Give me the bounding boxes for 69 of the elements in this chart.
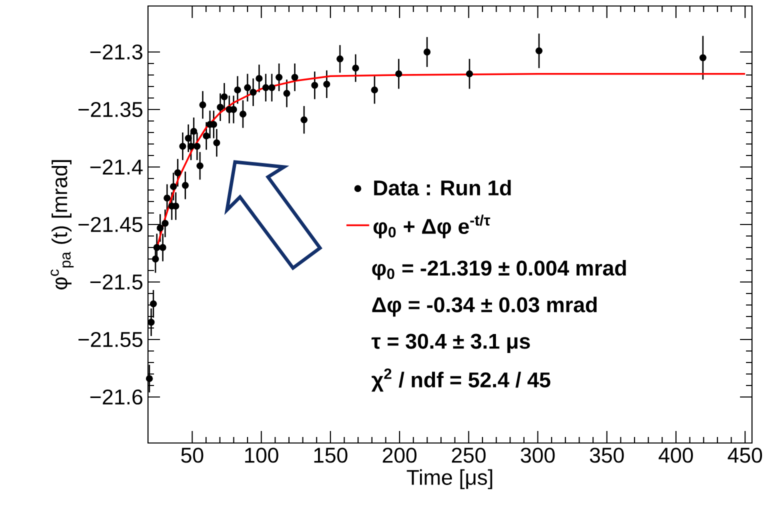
y-tick-label: −21.35	[78, 102, 142, 118]
x-tick-label: 400	[658, 448, 693, 463]
x-tick-label: 300	[520, 448, 555, 463]
point	[202, 132, 210, 140]
point	[170, 183, 177, 190]
point	[152, 256, 159, 262]
point	[150, 300, 157, 308]
point	[162, 220, 169, 227]
point	[699, 54, 706, 62]
point	[234, 86, 242, 94]
x-tick-label: 350	[590, 448, 624, 463]
point	[230, 106, 238, 113]
y-tick-label: −21.4	[90, 160, 143, 174]
y-tick-label: −21.55	[78, 332, 142, 348]
point	[220, 93, 228, 100]
point	[196, 162, 204, 170]
x-tick-label: 50	[181, 448, 204, 463]
x-tick-label: 250	[452, 448, 486, 463]
point	[179, 142, 186, 150]
point	[311, 82, 318, 89]
point	[199, 101, 206, 108]
y-axis-title: φ$^{c}$$_{pa}$ (t) [mrad]	[50, 160, 74, 290]
x-tick-label: 450	[728, 448, 762, 463]
point	[262, 84, 270, 92]
point	[395, 70, 402, 78]
annotation: χ$^{2}$ / ndf = 52.4 / 45	[371, 368, 550, 392]
y-tick-label: −21.5	[90, 274, 142, 290]
point	[536, 47, 542, 54]
point	[188, 142, 194, 150]
point	[256, 74, 263, 82]
y-tick-label: −21.45	[78, 216, 142, 232]
annotation: Δφ = -0.34 ± 0.03 mrad	[372, 296, 597, 317]
point	[371, 86, 378, 94]
point	[323, 80, 330, 88]
point	[336, 55, 344, 62]
point	[216, 104, 224, 111]
point	[190, 128, 198, 135]
point	[283, 90, 290, 97]
point	[194, 142, 201, 150]
point	[268, 84, 276, 92]
x-tick-label: 200	[382, 448, 416, 463]
point	[146, 375, 153, 382]
point	[174, 169, 182, 176]
legend-label: φ$_{0}$ + Δφ e$^{-t/τ}$	[374, 214, 490, 238]
point	[239, 110, 246, 118]
point	[213, 139, 220, 146]
x-axis-title: Time [μs]	[406, 469, 492, 490]
annotation: φ$_{0}$ = -21.319 ± 0.004 mrad	[372, 260, 626, 280]
annotation: τ = 30.4 ± 3.1 μs	[372, 334, 530, 353]
y-tick-label: −21.6	[90, 389, 142, 405]
point	[276, 74, 283, 81]
point	[250, 88, 257, 96]
point	[159, 244, 166, 251]
point	[156, 224, 164, 232]
point	[300, 116, 308, 124]
point	[424, 48, 431, 56]
point	[352, 64, 360, 72]
point	[153, 244, 160, 251]
point	[164, 194, 171, 202]
point	[466, 70, 473, 78]
x-tick-label: 150	[314, 448, 348, 463]
y-tick-label: −21.3	[90, 44, 142, 60]
legend-label: Data : Run 1d	[374, 180, 511, 196]
point	[244, 84, 251, 92]
point	[291, 74, 298, 81]
x-tick-label: 100	[245, 448, 278, 463]
point	[182, 182, 189, 189]
point	[148, 318, 155, 326]
point	[184, 134, 192, 142]
